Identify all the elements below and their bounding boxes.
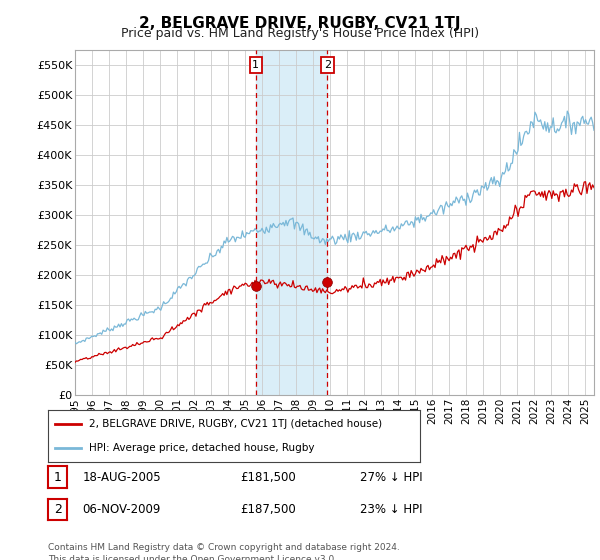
Text: 18-AUG-2005: 18-AUG-2005 [82, 470, 161, 484]
Text: 1: 1 [53, 470, 62, 484]
Text: 2: 2 [53, 503, 62, 516]
Text: Price paid vs. HM Land Registry's House Price Index (HPI): Price paid vs. HM Land Registry's House … [121, 27, 479, 40]
Text: 2, BELGRAVE DRIVE, RUGBY, CV21 1TJ: 2, BELGRAVE DRIVE, RUGBY, CV21 1TJ [139, 16, 461, 31]
Text: 27% ↓ HPI: 27% ↓ HPI [360, 470, 422, 484]
Text: Contains HM Land Registry data © Crown copyright and database right 2024.
This d: Contains HM Land Registry data © Crown c… [48, 543, 400, 560]
Text: 1: 1 [252, 60, 259, 70]
Text: £181,500: £181,500 [240, 470, 296, 484]
Text: £187,500: £187,500 [240, 503, 296, 516]
Text: 23% ↓ HPI: 23% ↓ HPI [360, 503, 422, 516]
Text: 06-NOV-2009: 06-NOV-2009 [82, 503, 161, 516]
Text: 2: 2 [324, 60, 331, 70]
Bar [256, 50, 328, 395]
Text: 2, BELGRAVE DRIVE, RUGBY, CV21 1TJ (detached house): 2, BELGRAVE DRIVE, RUGBY, CV21 1TJ (deta… [89, 419, 382, 430]
Text: HPI: Average price, detached house, Rugby: HPI: Average price, detached house, Rugb… [89, 442, 314, 452]
